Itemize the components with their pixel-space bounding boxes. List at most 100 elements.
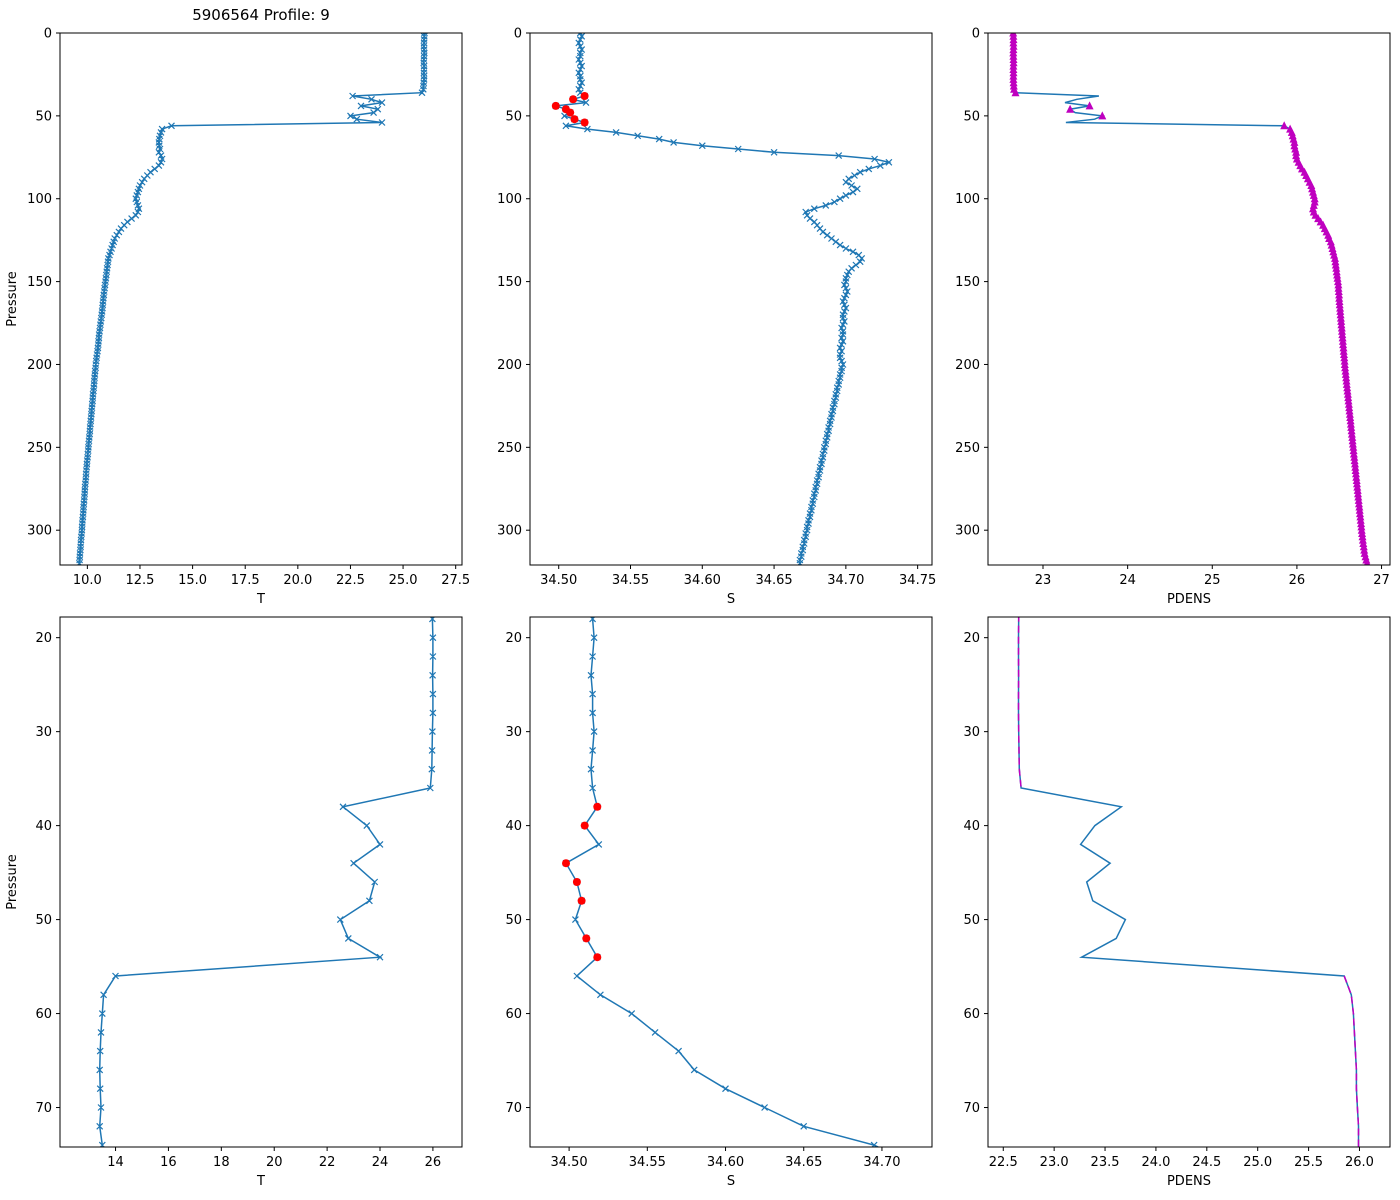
- x-tick-label: 34.55: [629, 1155, 666, 1170]
- y-tick-label: 60: [963, 1007, 980, 1022]
- y-axis-label: Pressure: [5, 271, 20, 327]
- y-tick-label: 60: [505, 1007, 522, 1022]
- x-axis-label: T: [256, 1174, 265, 1189]
- flagged-sample-dot: [577, 896, 586, 905]
- y-tick-label: 30: [35, 725, 52, 740]
- y-tick-label: 300: [955, 524, 980, 539]
- y-tick-label: 30: [505, 725, 522, 740]
- y-tick-label: 150: [955, 275, 980, 290]
- y-tick-label: 50: [35, 913, 52, 928]
- y-tick-label: 50: [35, 109, 52, 124]
- x-tick-label: 25.0: [1243, 1155, 1272, 1170]
- x-tick-label: 20.0: [283, 573, 312, 588]
- x-sample-markers: [562, 617, 878, 1147]
- x-tick-label: 22: [319, 1155, 336, 1170]
- series-group: [562, 617, 880, 1147]
- x-tick-label: 23: [1035, 573, 1052, 588]
- y-tick-label: 20: [505, 631, 522, 646]
- chart-S-full: 34.50 34.55 34.60 34.65 34.70 34.75 0 50 100 150 2…: [497, 27, 936, 608]
- flagged-sample-dot: [580, 92, 589, 100]
- overlay-dashed-line: [1017, 617, 1022, 789]
- series-group: [551, 33, 893, 565]
- axes-frame: [59, 32, 463, 566]
- x-tick-label: 14: [107, 1155, 124, 1170]
- x-tick-label: 34.55: [612, 573, 649, 588]
- triangle-overlay-markers: [1009, 33, 1371, 565]
- y-tick-label: 250: [497, 441, 522, 456]
- axes-frame: [529, 32, 933, 566]
- y-tick-label: 100: [497, 192, 522, 207]
- x-tick-label: 16: [160, 1155, 177, 1170]
- y-tick-label: 40: [963, 819, 980, 834]
- x-tick-label: 27: [1373, 573, 1390, 588]
- x-tick-label: 22.5: [336, 573, 365, 588]
- flagged-sample-dot: [551, 101, 560, 110]
- x-axis-label: S: [727, 592, 735, 607]
- flagged-sample-dot: [562, 859, 570, 868]
- x-tick-label: 34.60: [684, 573, 721, 588]
- x-tick-label: 25.5: [1294, 1155, 1323, 1170]
- x-tick-label: 23.0: [1040, 1155, 1069, 1170]
- y-tick-label: 250: [955, 441, 980, 456]
- y-tick-label: 20: [963, 631, 980, 646]
- y-tick-label: 300: [497, 524, 522, 539]
- x-tick-label: 34.50: [540, 573, 577, 588]
- x-tick-label: 18: [213, 1155, 230, 1170]
- axes-frame: [529, 616, 933, 1148]
- flagged-sample-dot: [593, 953, 602, 962]
- x-tick-label: 23.5: [1091, 1155, 1120, 1170]
- y-tick-label: 100: [955, 192, 980, 207]
- flagged-sample-dot: [580, 118, 589, 127]
- y-tick-label: 50: [963, 109, 980, 124]
- profile-line: [98, 617, 434, 1147]
- x-axis-label: PDENS: [1167, 592, 1211, 607]
- x-tick-label: 10.0: [73, 573, 102, 588]
- series-group: [75, 33, 428, 565]
- flagged-sample-dot: [580, 821, 589, 830]
- x-tick-label: 26.0: [1345, 1155, 1374, 1170]
- x-tick-label: 24.0: [1141, 1155, 1170, 1170]
- y-tick-label: 70: [35, 1101, 52, 1116]
- profile-line: [1017, 617, 1360, 1147]
- flagged-sample-dot: [572, 878, 581, 886]
- x-sample-markers: [75, 33, 428, 565]
- y-tick-label: 200: [27, 358, 52, 373]
- y-tick-label: 150: [27, 275, 52, 290]
- y-tick-label: 250: [27, 441, 52, 456]
- y-tick-label: 70: [963, 1101, 980, 1116]
- series-group: [96, 617, 437, 1147]
- x-tick-label: 34.65: [785, 1155, 822, 1170]
- axes-frame: [59, 616, 463, 1148]
- y-tick-label: 150: [497, 275, 522, 290]
- x-sample-markers: [552, 33, 893, 565]
- series-group: [1017, 617, 1360, 1147]
- y-tick-label: 100: [27, 192, 52, 207]
- x-tick-label: 17.5: [231, 573, 260, 588]
- x-tick-label: 12.5: [126, 573, 155, 588]
- x-tick-label: 25.0: [389, 573, 418, 588]
- flagged-sample-dot: [569, 95, 578, 104]
- figure-title: 5906564 Profile: 9: [192, 6, 330, 24]
- y-tick-label: 0: [514, 27, 522, 42]
- y-tick-label: 300: [27, 524, 52, 539]
- y-tick-label: 50: [505, 109, 522, 124]
- x-tick-label: 15.0: [178, 573, 207, 588]
- chart-PDENS-zoom: 22.5 23.0 23.5 24.0 24.5 25.0 25.5 26.0 20 30 40 50…: [963, 616, 1391, 1189]
- profile-line: [555, 33, 892, 564]
- axes-frame: [987, 32, 1391, 566]
- flagged-sample-dot: [593, 802, 602, 811]
- y-tick-label: 40: [35, 819, 52, 834]
- x-tick-label: 24: [372, 1155, 389, 1170]
- x-tick-label: 27.5: [441, 573, 470, 588]
- x-tick-label: 22.5: [989, 1155, 1018, 1170]
- y-tick-label: 60: [35, 1007, 52, 1022]
- x-tick-label: 34.70: [827, 573, 864, 588]
- chart-PDENS-full: 23 24 25 26 27 0 50 100 150 200 250 300 PDENS: [955, 27, 1391, 607]
- x-tick-label: 24.5: [1192, 1155, 1221, 1170]
- x-tick-label: 24: [1119, 573, 1136, 588]
- y-tick-label: 70: [505, 1101, 522, 1116]
- x-tick-label: 26: [1289, 573, 1306, 588]
- series-group: [1009, 33, 1371, 565]
